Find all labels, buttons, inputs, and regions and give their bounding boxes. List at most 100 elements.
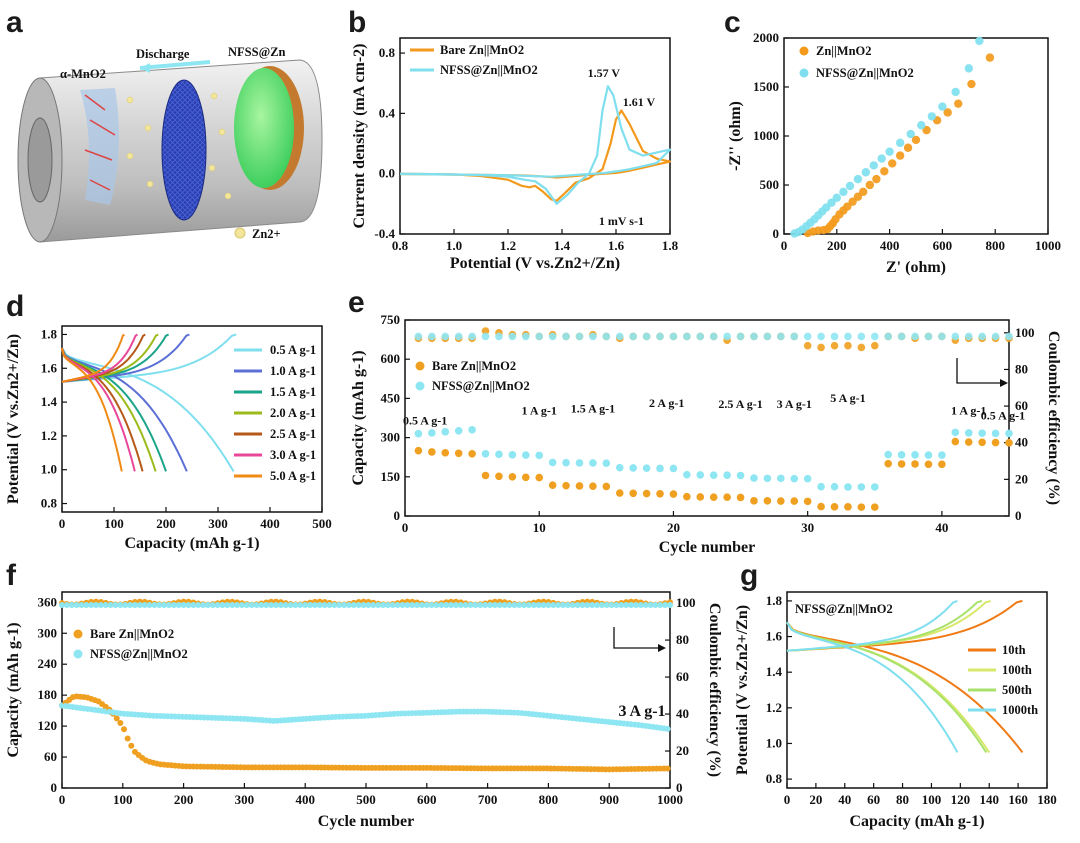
rate-gcd-plot: 0 100 200 300 400 500 0.8 1.0 1.2 1.4 1.6 1.8 Capaci…	[5, 325, 332, 552]
capacity-point-nfss	[870, 483, 879, 491]
capacity-point-bare	[562, 481, 570, 490]
axes-frame-d	[61, 325, 323, 513]
ce-point-nfss	[384, 601, 391, 608]
capacity-point-bare	[964, 438, 973, 446]
ce-point-nfss	[938, 332, 946, 341]
y-tick-label: 300	[381, 430, 401, 445]
capacity-point-bare	[750, 497, 758, 505]
zn-ion-dot	[208, 164, 216, 172]
x-tick-label: 80	[896, 792, 909, 807]
legend-label: 10th	[1002, 643, 1026, 657]
ce-point-nfss	[548, 332, 557, 341]
ce-point-nfss	[273, 601, 280, 608]
ce-point-nfss	[83, 601, 90, 608]
legend-label: Zn||MnO2	[816, 44, 872, 58]
x-axis-title: Capacity (mAh g-1)	[849, 813, 984, 830]
y-tick-label: 600	[381, 351, 401, 366]
y2-tick-label: 20	[1015, 471, 1028, 486]
y-axis-title: Potential (V vs.Zn2+/Zn)	[5, 334, 22, 504]
x-tick-label: 100	[922, 792, 942, 807]
battery-schematic: α-MnO2 Discharge NFSS@Zn Zn2+	[17, 45, 323, 243]
discharge-curve	[61, 347, 123, 472]
capacity-point-bare	[803, 497, 812, 506]
ce-point-nfss	[555, 601, 562, 608]
ce-point-nfss	[618, 601, 625, 608]
x-tick-label: 300	[208, 516, 228, 531]
panel-label-d: d	[6, 290, 24, 323]
eis-point-nfss	[861, 168, 871, 177]
y-tick-label: 60	[44, 749, 57, 764]
ce-point-nfss	[341, 601, 348, 608]
y-tick-label: 2000	[753, 30, 779, 45]
x-tick-label: 900	[599, 792, 619, 807]
ce-point-nfss	[107, 601, 114, 608]
capacity-point-bare	[117, 720, 124, 727]
ce-point-nfss	[151, 601, 158, 608]
capacity-point-nfss	[683, 470, 691, 479]
ce-point-nfss	[540, 601, 547, 608]
x-tick-label: 500	[356, 792, 376, 807]
ce-point-nfss	[516, 601, 523, 608]
ce-point-nfss	[311, 601, 318, 608]
capacity-point-nfss	[414, 429, 423, 438]
x-tick-label: 100	[113, 792, 133, 807]
ce-point-nfss	[496, 601, 503, 608]
legend-label: 3.0 A g-1	[270, 448, 316, 462]
zn-ion-legend-dot	[234, 227, 246, 239]
eis-point-bare	[922, 125, 931, 135]
capacity-point-nfss	[991, 429, 1000, 438]
discharge-curve	[61, 347, 235, 472]
capacity-point-bare	[857, 503, 866, 511]
ce-point-nfss	[884, 332, 892, 341]
x-tick-label: 800	[539, 792, 559, 807]
y2-tick-label: 80	[676, 632, 689, 647]
capacity-point-bare	[938, 460, 946, 469]
capacity-point-bare	[468, 450, 476, 458]
y-tick-label: 0.4	[379, 105, 396, 120]
capacity-point-nfss	[454, 427, 463, 435]
discharge-curve	[61, 347, 157, 472]
nfss-layer	[234, 68, 294, 188]
ce-point-nfss	[924, 332, 933, 341]
capacity-point-bare	[844, 503, 852, 511]
capacity-point-bare	[656, 489, 664, 498]
ce-point-nfss	[428, 601, 435, 608]
ce-point-nfss	[696, 332, 705, 341]
legend-label: NFSS@Zn||MnO2	[90, 647, 188, 661]
ce-point-nfss	[73, 601, 80, 608]
scan-rate-label: 1 mV s-1	[599, 214, 644, 228]
y-tick-label: 450	[381, 390, 401, 405]
ce-point-nfss	[63, 601, 70, 608]
ce-point-nfss	[185, 601, 192, 608]
y2-tick-label: 20	[676, 743, 689, 758]
ce-point-nfss	[608, 601, 615, 608]
capacity-point-bare	[763, 497, 772, 505]
ce-point-nfss	[803, 332, 812, 341]
ce-point-nfss	[763, 332, 772, 341]
x-tick-label: 0	[402, 520, 409, 535]
ce-point-nfss	[657, 601, 664, 608]
ce-point-nfss	[790, 332, 799, 341]
ce-point-nfss	[457, 601, 464, 608]
eis-point-bare	[985, 53, 995, 62]
ce-point-nfss	[229, 601, 236, 608]
ce-point-nfss	[521, 601, 528, 608]
eis-point-bare	[954, 99, 963, 108]
eis-point-bare	[843, 202, 852, 211]
capacity-point-nfss	[951, 428, 960, 437]
capacity-point-bare	[696, 493, 705, 501]
capacity-point-nfss	[844, 483, 852, 491]
zn-ion-dot	[210, 92, 218, 100]
ce-axis-arrowhead	[658, 644, 666, 652]
cycling-plot: 0 100 200 300 400 500 600 700 800 900 100006012018…	[5, 591, 723, 830]
ce-point-nfss	[336, 601, 343, 608]
eis-point-nfss	[951, 87, 960, 97]
ce-point-nfss	[248, 601, 255, 608]
y-tick-label: 0.8	[379, 45, 396, 60]
capacity-point-nfss	[629, 464, 637, 472]
eis-point-nfss	[853, 174, 863, 184]
ce-point-nfss	[897, 332, 906, 341]
y-axis-title: Potential (V vs.Zn2+/Zn)	[734, 605, 751, 775]
charge-curve	[786, 599, 958, 652]
capacity-point-bare	[575, 482, 584, 490]
